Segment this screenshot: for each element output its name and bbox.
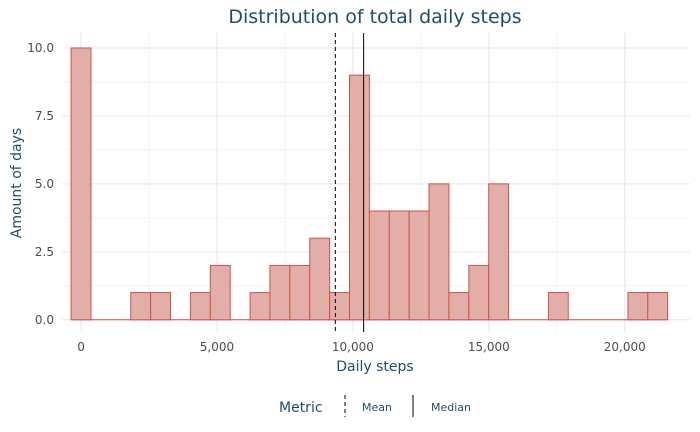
histogram-bar bbox=[269, 264, 291, 321]
histogram-bar bbox=[189, 292, 211, 321]
histogram-bar bbox=[488, 183, 510, 321]
legend: Metric Mean Median bbox=[279, 395, 471, 417]
histogram-bar bbox=[468, 264, 490, 321]
histogram-bar bbox=[368, 210, 390, 321]
mean-legend-label: Mean bbox=[362, 401, 392, 414]
x-tick-label: 20,000 bbox=[604, 340, 646, 354]
y-tick-label: 5.0 bbox=[35, 177, 54, 191]
histogram-bar bbox=[388, 210, 410, 321]
x-tick-label: 0 bbox=[77, 340, 85, 354]
histogram-bar bbox=[249, 292, 271, 321]
y-tick-label: 2.5 bbox=[35, 245, 54, 259]
y-tick-label: 10.0 bbox=[27, 41, 54, 55]
histogram-bar bbox=[547, 292, 569, 321]
x-tick-label: 10,000 bbox=[332, 340, 374, 354]
histogram-bar bbox=[309, 237, 331, 321]
histogram-bar bbox=[289, 264, 311, 321]
x-tick-label: 5,000 bbox=[200, 340, 234, 354]
bars bbox=[70, 47, 669, 321]
histogram-bar bbox=[130, 292, 152, 321]
reference-lines bbox=[334, 33, 365, 332]
x-axis-ticks: 0 5,000 10,000 15,000 20,000 bbox=[77, 340, 646, 354]
y-axis-ticks: 0.0 2.5 5.0 7.5 10.0 bbox=[27, 41, 54, 327]
histogram-bar bbox=[627, 292, 649, 321]
median-legend-label: Median bbox=[431, 401, 471, 414]
legend-title: Metric bbox=[279, 400, 323, 416]
histogram-bar bbox=[70, 47, 92, 321]
histogram-bar bbox=[349, 74, 370, 321]
histogram-bar bbox=[647, 292, 669, 321]
histogram-bar bbox=[209, 264, 231, 321]
y-tick-label: 7.5 bbox=[35, 109, 54, 123]
histogram-bar bbox=[428, 183, 450, 321]
histogram-bar bbox=[150, 292, 172, 321]
x-axis-title: Daily steps bbox=[336, 359, 413, 375]
chart-title: Distribution of total daily steps bbox=[228, 6, 521, 28]
y-tick-label: 0.0 bbox=[35, 313, 54, 327]
histogram-bar bbox=[448, 292, 470, 321]
y-axis-title: Amount of days bbox=[9, 128, 25, 238]
x-tick-label: 15,000 bbox=[468, 340, 510, 354]
histogram-bar bbox=[408, 210, 430, 321]
histogram-bar bbox=[329, 292, 351, 321]
